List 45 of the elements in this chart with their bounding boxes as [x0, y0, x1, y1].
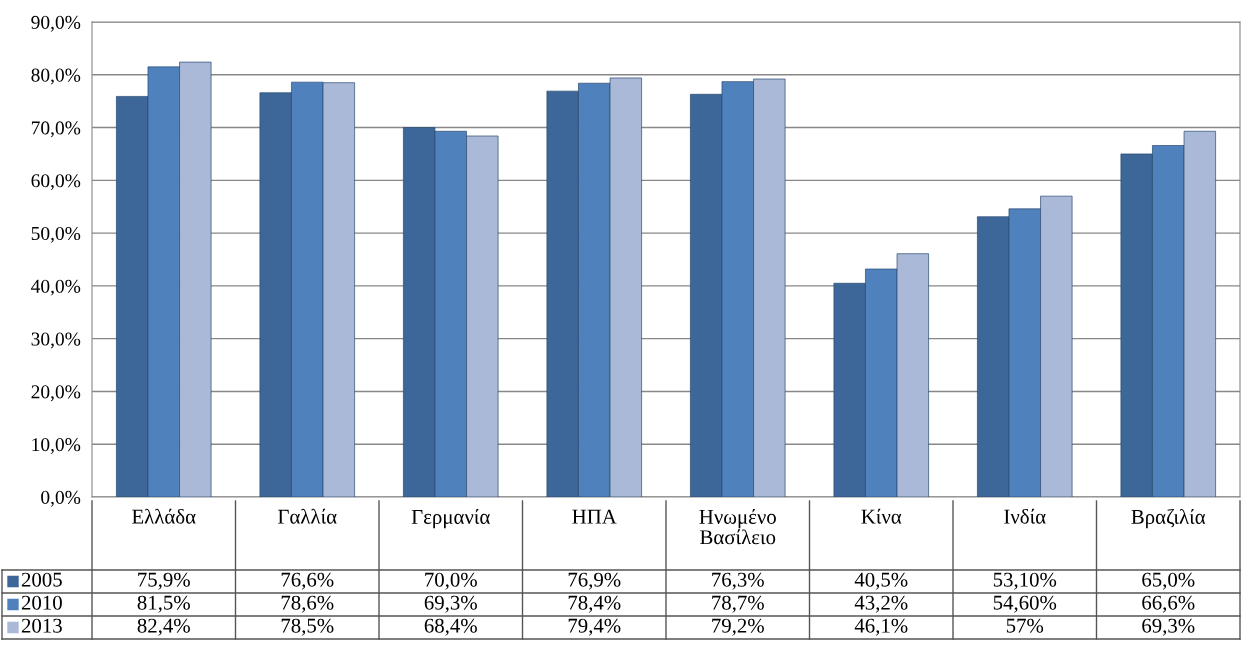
data-label: 54,60%: [993, 595, 1057, 613]
y-tick-label: 30,0%: [31, 332, 81, 349]
data-label: 53,10%: [993, 572, 1057, 590]
data-label: 43,2%: [854, 595, 908, 613]
data-label: 40,5%: [854, 572, 908, 590]
data-label: 76,3%: [712, 572, 764, 590]
data-label: 78,7%: [712, 595, 764, 613]
legend-label: 2005: [21, 572, 62, 587]
data-label: 82,4%: [137, 618, 190, 636]
x-tick-label: Γαλλία: [278, 508, 337, 524]
data-label: 66,6%: [1142, 595, 1195, 613]
data-label: 57%: [1006, 618, 1044, 633]
data-label: 68,4%: [424, 618, 477, 636]
x-tick-label: Βραζιλία: [1131, 509, 1206, 529]
x-tick-label: Γερμανία: [411, 509, 490, 529]
data-label: 78,4%: [568, 595, 621, 613]
y-tick-label: 20,0%: [31, 385, 81, 402]
x-tick-label: Ηνωμένο Βασίλειο: [699, 509, 776, 545]
data-label: 81,5%: [137, 595, 190, 613]
data-label: 76,9%: [568, 572, 621, 590]
y-tick-label: 50,0%: [31, 226, 81, 243]
x-tick-label: Κίνα: [861, 508, 902, 524]
legend-label: 2010: [21, 595, 62, 610]
x-tick-label: ΗΠΑ: [572, 509, 617, 524]
data-label: 76,6%: [281, 572, 334, 590]
data-label: 69,3%: [1142, 618, 1195, 636]
data-label: 75,9%: [138, 572, 190, 590]
y-tick-label: 60,0%: [31, 174, 81, 191]
data-label: 79,2%: [712, 618, 764, 636]
data-label: 78,6%: [281, 595, 334, 613]
y-tick-label: 10,0%: [32, 438, 81, 454]
legend-label: 2013: [21, 618, 62, 633]
data-label: 70,0%: [425, 572, 477, 590]
data-label: 78,5%: [281, 618, 334, 636]
data-label: 65,0%: [1142, 572, 1195, 590]
data-label: 69,3%: [424, 595, 477, 613]
x-tick-label: Ελλάδα: [132, 508, 196, 524]
y-tick-label: 70,0%: [31, 121, 81, 138]
data-label: 79,4%: [568, 618, 621, 636]
y-tick-label: 90,0%: [31, 15, 81, 32]
y-tick-label: 80,0%: [31, 68, 81, 85]
x-tick-label: Ινδία: [1004, 508, 1046, 524]
y-tick-label: 0,0%: [41, 490, 81, 507]
y-tick-label: 40,0%: [31, 279, 81, 296]
data-label: 46,1%: [854, 618, 908, 636]
